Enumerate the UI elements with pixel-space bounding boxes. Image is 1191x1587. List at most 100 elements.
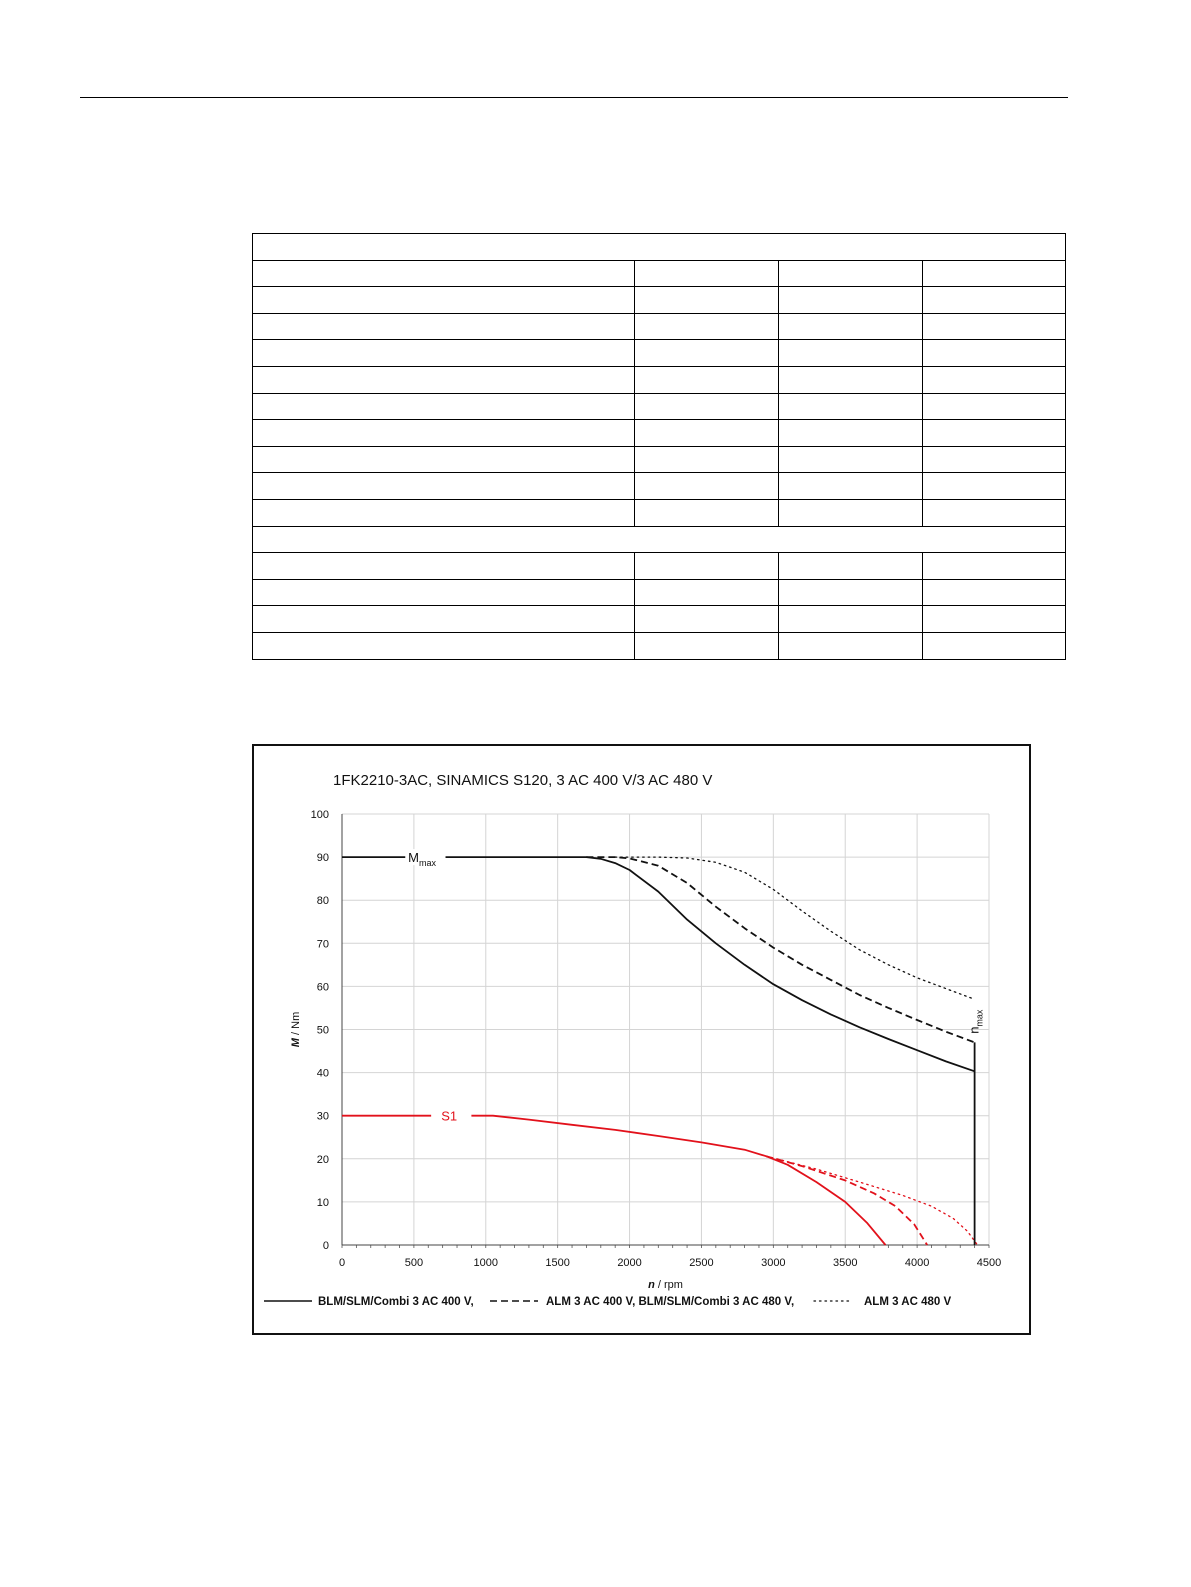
table-cell (252, 605, 635, 633)
table-cell (634, 419, 779, 447)
mmax-label-main: M (408, 850, 419, 865)
table-cell (252, 259, 635, 288)
y-tick-label: 50 (317, 1025, 329, 1037)
table-cell (922, 552, 1066, 580)
table-cell (922, 286, 1066, 314)
table-cell (778, 286, 923, 314)
legend-item: ALM 3 AC 400 V, BLM/SLM/Combi 3 AC 480 V… (490, 1296, 794, 1308)
mmax-label-sub: max (419, 858, 437, 868)
table-cell (252, 312, 635, 341)
grid-layer (341, 813, 990, 1248)
y-tick-label: 0 (323, 1240, 329, 1252)
series-s1-dotted (765, 1155, 979, 1246)
legend-label: ALM 3 AC 400 V, BLM/SLM/Combi 3 AC 480 V… (546, 1296, 794, 1308)
table-row (252, 365, 1066, 394)
table-cell (252, 286, 635, 314)
x-axis-label-symbol: n (648, 1279, 655, 1291)
table-row (252, 578, 1066, 607)
table-cell (634, 259, 779, 288)
spec-table-body (252, 233, 1066, 660)
legend-item: ALM 3 AC 480 V (813, 1296, 951, 1308)
x-tick-label: 1000 (474, 1257, 498, 1269)
y-tick-label: 40 (317, 1068, 329, 1080)
series-layer (342, 856, 979, 1246)
table-row (252, 498, 1066, 527)
table-cell (922, 339, 1066, 367)
table-cell (778, 365, 923, 394)
table-row (252, 445, 1066, 474)
y-tick-label: 90 (317, 852, 329, 864)
table-row (252, 286, 1066, 314)
table-cell (778, 552, 923, 580)
x-tick-label: 2000 (617, 1257, 641, 1269)
table-row (252, 552, 1066, 580)
y-tick-label: 60 (317, 981, 329, 993)
table-row (252, 259, 1066, 288)
table-cell (634, 552, 779, 580)
nmax-label-sub: max (975, 1009, 985, 1027)
spec-table (252, 233, 1066, 660)
table-cell (922, 312, 1066, 341)
mmax-label: Mmax (408, 850, 436, 868)
table-cell (778, 578, 923, 607)
table-cell (922, 578, 1066, 607)
table-cell (252, 445, 635, 474)
table-cell (252, 525, 1066, 554)
y-tick-label: 10 (317, 1197, 329, 1209)
table-cell (252, 339, 635, 367)
y-tick-label: 30 (317, 1111, 329, 1123)
table-cell (778, 259, 923, 288)
x-tick-label: 3000 (761, 1257, 785, 1269)
table-cell (252, 631, 635, 660)
table-row (252, 472, 1066, 500)
table-cell (252, 392, 635, 421)
table-cell (778, 605, 923, 633)
table-row (252, 419, 1066, 447)
x-tick-label: 1500 (545, 1257, 569, 1269)
table-cell (252, 365, 635, 394)
table-cell (778, 445, 923, 474)
table-cell (634, 605, 779, 633)
table-cell (252, 552, 635, 580)
x-axis-label: n / rpm (648, 1279, 683, 1291)
table-cell (634, 312, 779, 341)
y-axis-label-symbol: M (290, 1037, 302, 1047)
table-cell (778, 339, 923, 367)
table-cell (922, 631, 1066, 660)
table-cell (634, 498, 779, 527)
table-cell (252, 472, 635, 500)
table-cell (252, 233, 1066, 261)
legend: BLM/SLM/Combi 3 AC 400 V, ALM 3 AC 400 V,… (264, 1296, 951, 1308)
table-cell (922, 605, 1066, 633)
table-row (252, 605, 1066, 633)
y-tick-label: 70 (317, 938, 329, 950)
table-cell (634, 445, 779, 474)
page-top-rule (80, 97, 1068, 98)
table-cell (778, 498, 923, 527)
x-tick-label: 4000 (905, 1257, 929, 1269)
table-cell (922, 259, 1066, 288)
x-tick-label: 2500 (689, 1257, 713, 1269)
nmax-label-main: n (967, 1027, 982, 1034)
table-cell (634, 392, 779, 421)
table-section-header (252, 525, 1066, 554)
table-row (252, 392, 1066, 421)
table-cell (922, 472, 1066, 500)
chart-title: 1FK2210-3AC, SINAMICS S120, 3 AC 400 V/3… (333, 772, 712, 789)
mmax-label-bg (405, 849, 446, 866)
table-cell (634, 365, 779, 394)
legend-label: ALM 3 AC 480 V (864, 1296, 951, 1308)
chart-frame: 1FK2210-3AC, SINAMICS S120, 3 AC 400 V/3… (252, 744, 1031, 1335)
series-s1-dashed (765, 1155, 928, 1246)
table-section-header (252, 233, 1066, 261)
table-cell (634, 286, 779, 314)
table-cell (922, 498, 1066, 527)
s1-label: S1 (441, 1109, 457, 1124)
x-tick-label: 500 (405, 1257, 423, 1269)
x-axis-label-unit: / rpm (655, 1279, 683, 1291)
table-cell (634, 472, 779, 500)
table-cell (922, 365, 1066, 394)
x-tick-label: 0 (339, 1257, 345, 1269)
table-row (252, 312, 1066, 341)
